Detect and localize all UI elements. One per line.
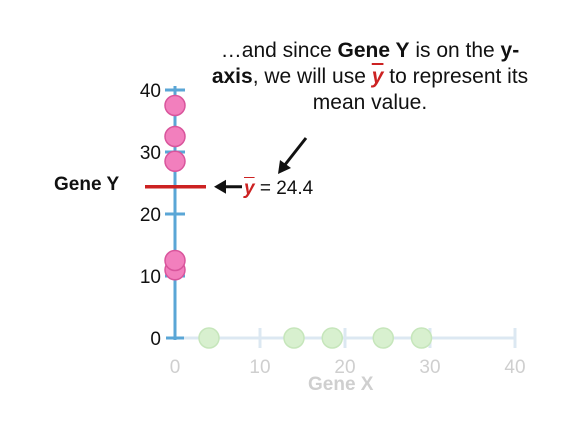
x-data-point xyxy=(372,327,394,349)
x-data-point xyxy=(321,327,343,349)
y-tick-label: 30 xyxy=(140,143,161,164)
annotation-part-2: is on the xyxy=(409,39,501,62)
x-data-point xyxy=(410,327,433,349)
x-tick-label: 20 xyxy=(334,357,355,378)
mean-label-value: = 24.4 xyxy=(254,178,314,199)
x-tick-label: 0 xyxy=(170,357,181,378)
x-tick-label: 40 xyxy=(504,357,525,378)
mean-arrow-head xyxy=(214,179,226,194)
x-tick-label: 30 xyxy=(419,357,440,378)
annotation-part-1: …and since xyxy=(220,39,338,62)
x-axis: 0 10 20 30 40 xyxy=(170,328,526,378)
annotation-gene-y: Gene Y xyxy=(337,39,410,62)
y-tick-label: 20 xyxy=(140,205,161,226)
caption-arrow-head xyxy=(278,160,291,174)
x-data-point xyxy=(198,327,220,349)
y-tick-label: 40 xyxy=(140,81,161,102)
y-data-point xyxy=(164,94,186,117)
caption-arrow-shaft xyxy=(282,137,308,167)
y-axis-points xyxy=(164,94,186,281)
annotation-arrows xyxy=(214,137,308,194)
x-axis-points xyxy=(198,327,433,349)
annotation-y-axis: y-axis xyxy=(211,39,520,88)
annotation-y-bar-symbol: y xyxy=(371,65,384,88)
y-data-point xyxy=(164,125,186,148)
x-tick-label: 10 xyxy=(249,357,270,378)
annotation-text: …and since Gene Y is on the y-axis, we w… xyxy=(200,38,540,116)
y-data-point xyxy=(164,249,186,272)
annotation-part-4: to represent its mean value. xyxy=(312,65,529,114)
y-axis: 0 10 20 30 40 xyxy=(140,81,185,350)
y-data-point xyxy=(164,150,186,173)
y-axis-title: Gene Y xyxy=(54,174,120,195)
annotation-part-3: , we will use xyxy=(252,65,372,88)
y-tick-label: 10 xyxy=(140,267,161,288)
mean-label: y = 24.4 xyxy=(244,178,313,200)
y-tick-label: 0 xyxy=(150,329,161,350)
x-data-point xyxy=(283,327,305,349)
x-axis-title: Gene X xyxy=(308,374,374,395)
mean-label-symbol: y xyxy=(244,178,255,199)
